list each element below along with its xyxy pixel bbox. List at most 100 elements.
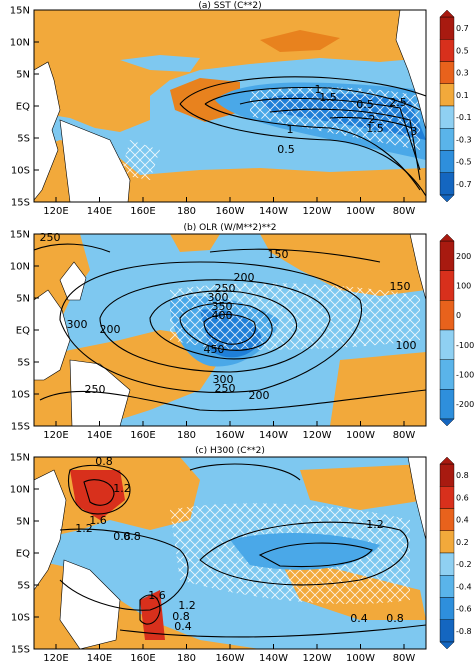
- colorbar-label: -0.4: [456, 582, 472, 591]
- panel-b-title: (b) OLR (W/M**2)**2: [184, 223, 277, 233]
- colorbar-segment: [439, 619, 455, 643]
- contour-label: 150: [268, 248, 289, 261]
- contour-label: 1.6: [148, 589, 166, 602]
- contour-label: 1.6: [89, 514, 107, 527]
- contour-label: 200: [100, 323, 121, 336]
- y-tick-label: 5S: [17, 358, 30, 369]
- contour-label: 300: [67, 318, 88, 331]
- y-tick-label: 15N: [10, 230, 30, 241]
- colorbar-label: 0.4: [456, 516, 469, 525]
- y-tick-label: 10S: [11, 166, 30, 177]
- colorbar-segment: [439, 575, 455, 598]
- panel-a-field: [34, 10, 426, 202]
- colorbar-segment: [439, 83, 455, 107]
- colorbar-label: 0.8: [456, 471, 469, 480]
- colorbar-segment: [439, 597, 455, 620]
- y-tick-label: 15S: [11, 422, 30, 433]
- colorbar-label: 0.1: [456, 91, 469, 100]
- x-tick-label: 120E: [43, 430, 68, 441]
- colorbar-segment: [439, 240, 455, 271]
- x-tick-label: 100W: [346, 653, 375, 664]
- y-tick-label: 15N: [10, 6, 30, 17]
- panel-a-title: (a) SST (C**2): [198, 1, 261, 11]
- x-tick-label: 120W: [303, 430, 332, 441]
- colorbar-segment: [439, 150, 455, 173]
- panel-b-field: [34, 234, 426, 426]
- contour-label: 0.8: [386, 612, 404, 625]
- colorbar-top-arrow: [439, 456, 455, 465]
- x-tick-label: 160W: [216, 653, 245, 664]
- contour-label: 350: [212, 300, 233, 313]
- colorbar-label: 0.5: [456, 46, 469, 55]
- contour-label: 300: [208, 291, 229, 304]
- colorbar-label: -0.8: [456, 627, 472, 636]
- contour-label: 2: [369, 113, 376, 126]
- panel-c-y-axis: 15N 10N 5N EQ 5S 10S 15S: [10, 453, 39, 656]
- contour-label: 0.8: [113, 530, 131, 543]
- contour-label: 450: [204, 343, 225, 356]
- colorbar-top-arrow: [439, 233, 455, 242]
- x-tick-label: 140W: [259, 430, 288, 441]
- colorbar-segment: [439, 270, 455, 301]
- colorbar-segment: [439, 128, 455, 151]
- x-tick-label: 140E: [87, 430, 112, 441]
- colorbar-segment: [439, 530, 455, 554]
- y-tick-label: 10S: [11, 390, 30, 401]
- x-tick-label: 80W: [393, 430, 416, 441]
- contour-label: 100: [396, 339, 417, 352]
- contour-label: 1.2: [178, 599, 196, 612]
- y-tick-label: 5S: [17, 581, 30, 592]
- colorbar-segment: [439, 39, 455, 62]
- x-tick-label: 180: [177, 430, 196, 441]
- colorbar-label: -0.6: [456, 605, 472, 614]
- x-tick-label: 140E: [87, 653, 112, 664]
- y-tick-label: EQ: [16, 102, 30, 113]
- colorbar-label: -0.7: [456, 180, 472, 189]
- y-tick-label: EQ: [16, 549, 30, 560]
- colorbar-bottom-arrow: [439, 418, 455, 427]
- x-tick-label: 120E: [43, 206, 68, 217]
- contour-label: 250: [215, 382, 236, 395]
- contour-label: 1: [287, 123, 294, 136]
- panel-a-y-axis: 15N 10N 5N EQ 5S 10S 15S: [10, 6, 39, 209]
- panel-a: (a) SST (C**2): [10, 1, 472, 217]
- y-tick-label: 10N: [10, 38, 30, 49]
- contour-label: 1.2: [366, 518, 384, 531]
- x-tick-label: 100W: [346, 430, 375, 441]
- colorbar-label: 0.7: [456, 24, 469, 33]
- x-tick-label: 140W: [259, 653, 288, 664]
- y-tick-label: 5N: [16, 70, 30, 81]
- contour-label: 300: [213, 373, 234, 386]
- y-tick-label: 15N: [10, 453, 30, 464]
- contour-label: 250: [85, 383, 106, 396]
- panel-a-colorbar: 0.7 0.5 0.3 0.1 -0.1 -0.3 -0.5 -0.7: [439, 9, 472, 203]
- colorbar-label: -0.3: [456, 135, 472, 144]
- panel-c-colorbar: 0.8 0.6 0.4 0.2 -0.2 -0.4 -0.6 -0.8: [439, 456, 472, 650]
- x-tick-label: 160E: [130, 206, 155, 217]
- colorbar-label: -100: [456, 341, 474, 350]
- y-tick-label: 10S: [11, 613, 30, 624]
- y-tick-label: 10N: [10, 485, 30, 496]
- panel-b-x-axis: 120E 140E 160E 180 160W 140W 120W 100W 80W: [43, 421, 415, 441]
- contour-label: 0.4: [174, 620, 192, 633]
- colorbar-segment: [439, 508, 455, 531]
- x-tick-label: 80W: [393, 206, 416, 217]
- x-tick-label: 140E: [87, 206, 112, 217]
- colorbar-segment: [439, 463, 455, 487]
- panel-c-field: [34, 457, 426, 649]
- x-tick-label: 120E: [43, 653, 68, 664]
- colorbar-segment: [439, 172, 455, 196]
- x-tick-label: 180: [177, 206, 196, 217]
- colorbar-label: -2000: [456, 400, 474, 409]
- panel-c: (c) H300 (C**2): [10, 446, 472, 664]
- x-tick-label: 160E: [130, 430, 155, 441]
- contour-label: 250: [215, 282, 236, 295]
- contour-label: 1.5: [319, 91, 337, 104]
- colorbar-segment: [439, 61, 455, 84]
- colorbar-label: 200: [456, 252, 471, 261]
- panel-a-x-axis: 120E 140E 160E 180 160W 140W 120W 100W 80W: [43, 197, 415, 217]
- panel-c-title: (c) H300 (C**2): [195, 446, 265, 456]
